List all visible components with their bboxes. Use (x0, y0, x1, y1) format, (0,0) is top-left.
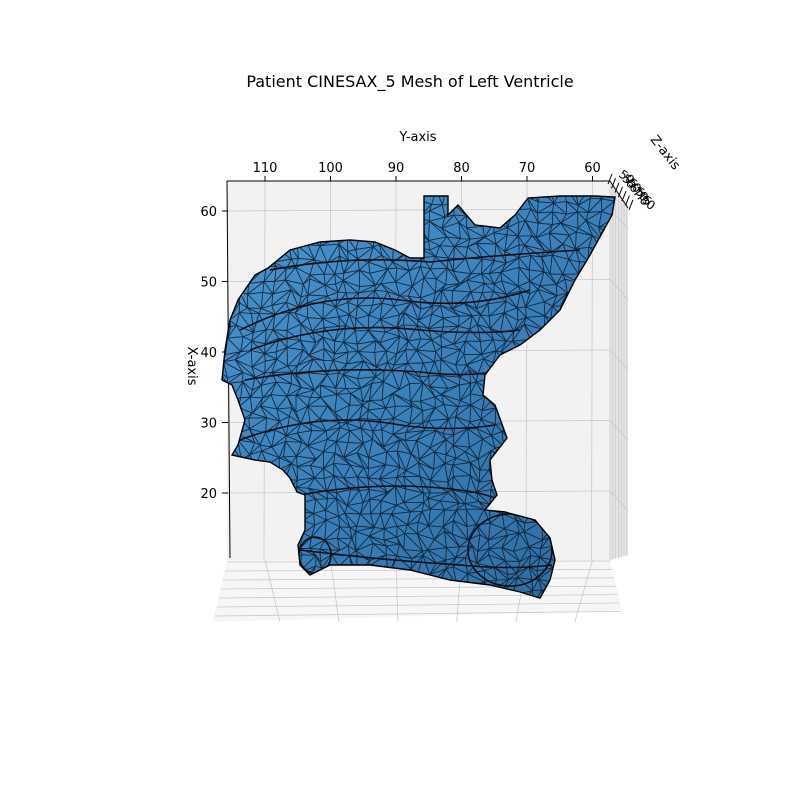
mesh-contour (239, 289, 531, 331)
z-tick-mark (621, 191, 627, 202)
z-tick-mark (607, 173, 613, 185)
y-tick-label: 110 (253, 161, 278, 176)
floor-depth-line (218, 594, 618, 599)
x-tick-label: 20 (200, 487, 217, 502)
y-tick-label: 60 (584, 161, 601, 176)
y-axis-label: Y-axis (398, 130, 436, 145)
x-tick-label: 50 (200, 276, 217, 291)
z-axis-label: Z-axis (647, 133, 683, 173)
mesh-contour (239, 419, 496, 441)
z-tick-mark (614, 182, 620, 193)
x-axis-label: X-axis (184, 347, 199, 386)
x-tick-label: 60 (200, 205, 217, 220)
ventricle-mesh (221, 195, 616, 599)
z-tick-mark (611, 178, 616, 189)
y-axis-ticks: 110 100 90 80 70 60 (253, 161, 601, 181)
z-tick-mark (628, 199, 634, 210)
y-tick-label: 70 (519, 161, 536, 176)
floor-depth-line (216, 602, 620, 608)
side-pane (610, 181, 628, 560)
y-tick-label: 80 (453, 161, 470, 176)
z-tick-mark (618, 186, 623, 198)
y-tick-label: 100 (318, 161, 343, 176)
chart-title: Patient CINESAX_5 Mesh of Left Ventricle (246, 72, 573, 92)
x-axis-ticks: 20 30 40 50 60 (200, 205, 228, 502)
mesh-contour (299, 549, 553, 569)
x-tick-label: 40 (200, 346, 217, 361)
mesh-contour (269, 249, 581, 271)
mesh-contour (249, 326, 521, 351)
x-tick-label: 30 (200, 417, 217, 432)
floor-grid-line (264, 559, 281, 623)
z-tick-mark (625, 195, 630, 206)
mesh-contours (239, 249, 581, 587)
mesh-contour (244, 368, 501, 381)
floor-depth-line (220, 585, 616, 590)
floor-depth-line (214, 611, 621, 617)
y-tick-label: 90 (388, 161, 405, 176)
